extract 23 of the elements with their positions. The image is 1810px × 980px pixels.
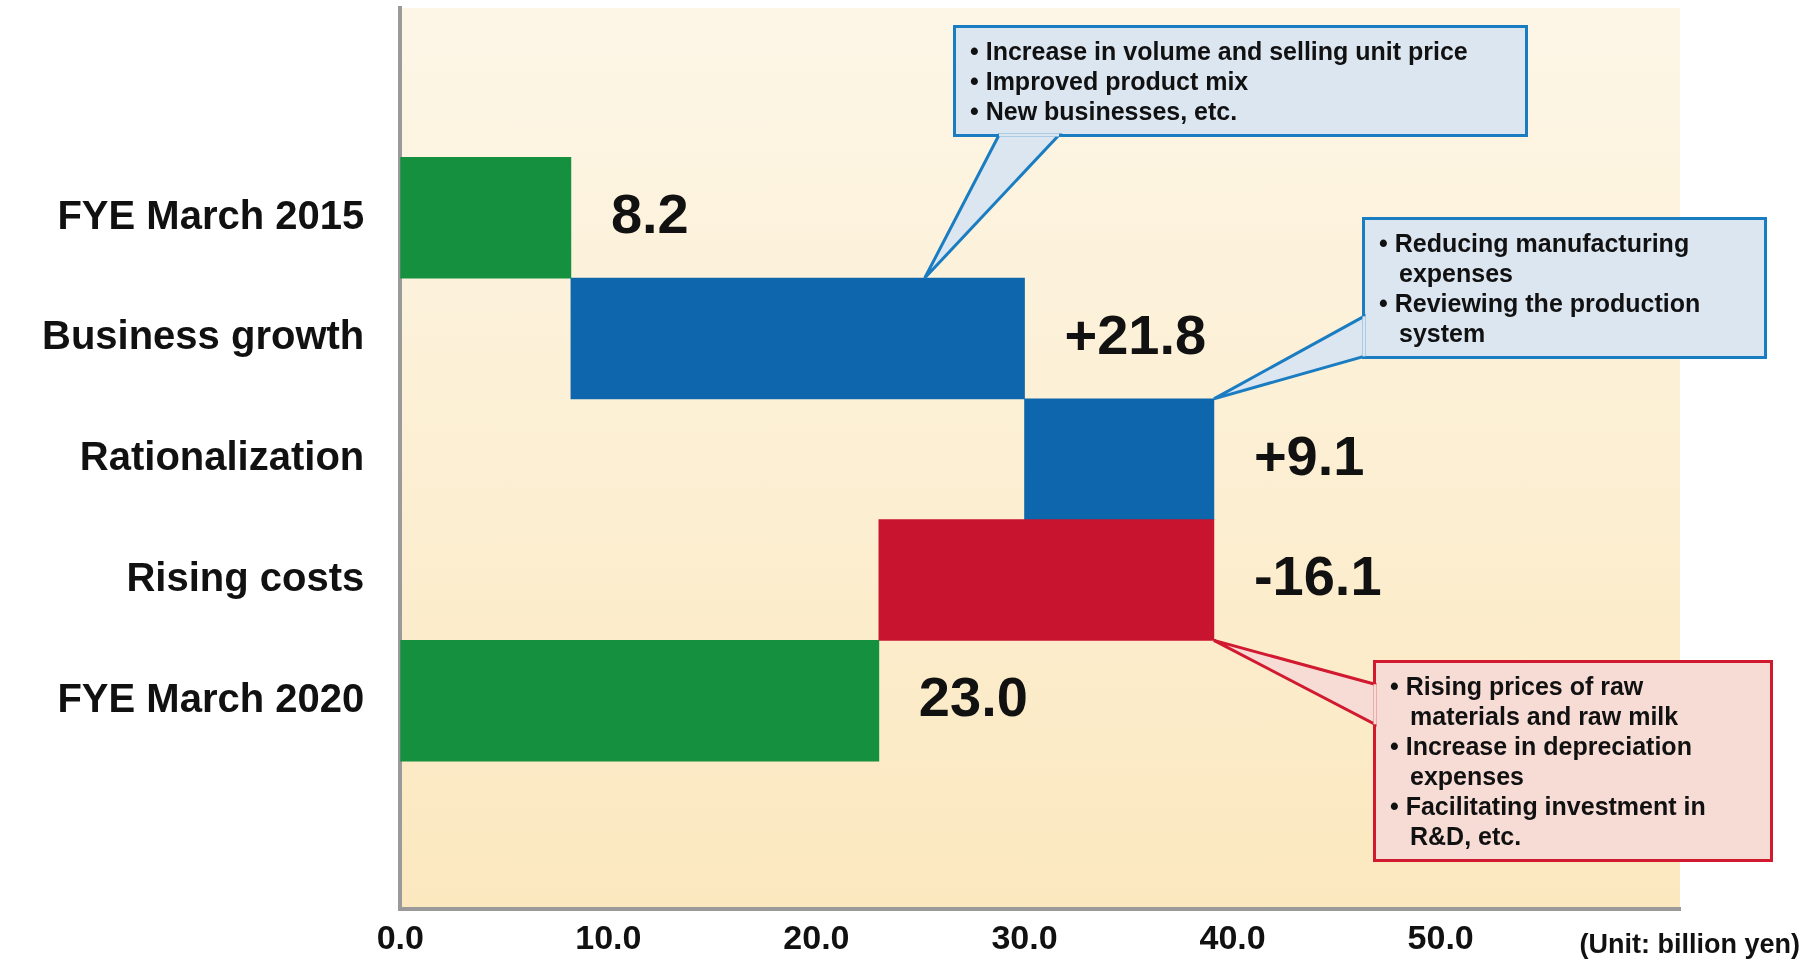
y-tick-label: Rationalization bbox=[79, 434, 365, 479]
data-label: -16.1 bbox=[1253, 544, 1382, 608]
y-tick-label: Business growth bbox=[42, 313, 365, 358]
bar bbox=[400, 156, 572, 279]
bar bbox=[400, 640, 880, 762]
data-label: +21.8 bbox=[1064, 302, 1207, 366]
x-tick-label: 40.0 bbox=[1199, 917, 1266, 956]
y-tick-label: Rising costs bbox=[126, 555, 365, 599]
x-tick-label: 30.0 bbox=[991, 917, 1058, 956]
data-label: 8.2 bbox=[610, 182, 689, 246]
annotation: • Rising prices of raw materials and raw milk • Increase in depreciation expenses • Facilitating investment in R&D, etc. bbox=[1390, 671, 1707, 851]
y-tick-label: FYE March 2015 bbox=[57, 192, 365, 237]
data-label: +9.1 bbox=[1253, 423, 1365, 487]
bar bbox=[878, 519, 1215, 641]
x-tick-label: 0.0 bbox=[376, 917, 424, 956]
x-tick-label: 10.0 bbox=[575, 917, 642, 956]
data-label: 23.0 bbox=[918, 665, 1028, 729]
x-axis-title: (Unit: billion yen) bbox=[1579, 928, 1800, 959]
x-tick-label: 20.0 bbox=[783, 917, 850, 956]
y-tick-label: FYE March 2020 bbox=[57, 675, 365, 720]
x-tick-label: 50.0 bbox=[1407, 917, 1474, 956]
text: • Increase in volume and selling unit price • Improved product mix • New businesses, etc. bbox=[970, 36, 1469, 126]
annotation: • Reducing manufacturing expenses • Reviewing the production system bbox=[1379, 228, 1702, 348]
